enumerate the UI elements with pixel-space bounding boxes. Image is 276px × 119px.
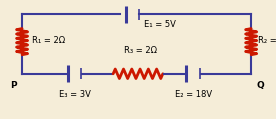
- Text: R₃ = 2Ω: R₃ = 2Ω: [124, 46, 157, 55]
- Text: E₂ = 18V: E₂ = 18V: [175, 90, 212, 99]
- Text: E₃ = 3V: E₃ = 3V: [59, 90, 91, 99]
- Text: R₁ = 2Ω: R₁ = 2Ω: [32, 36, 65, 45]
- Text: Q: Q: [257, 81, 264, 90]
- Text: R₂ = 1Ω: R₂ = 1Ω: [258, 36, 276, 45]
- Text: P: P: [10, 81, 17, 90]
- Text: E₁ = 5V: E₁ = 5V: [144, 20, 175, 29]
